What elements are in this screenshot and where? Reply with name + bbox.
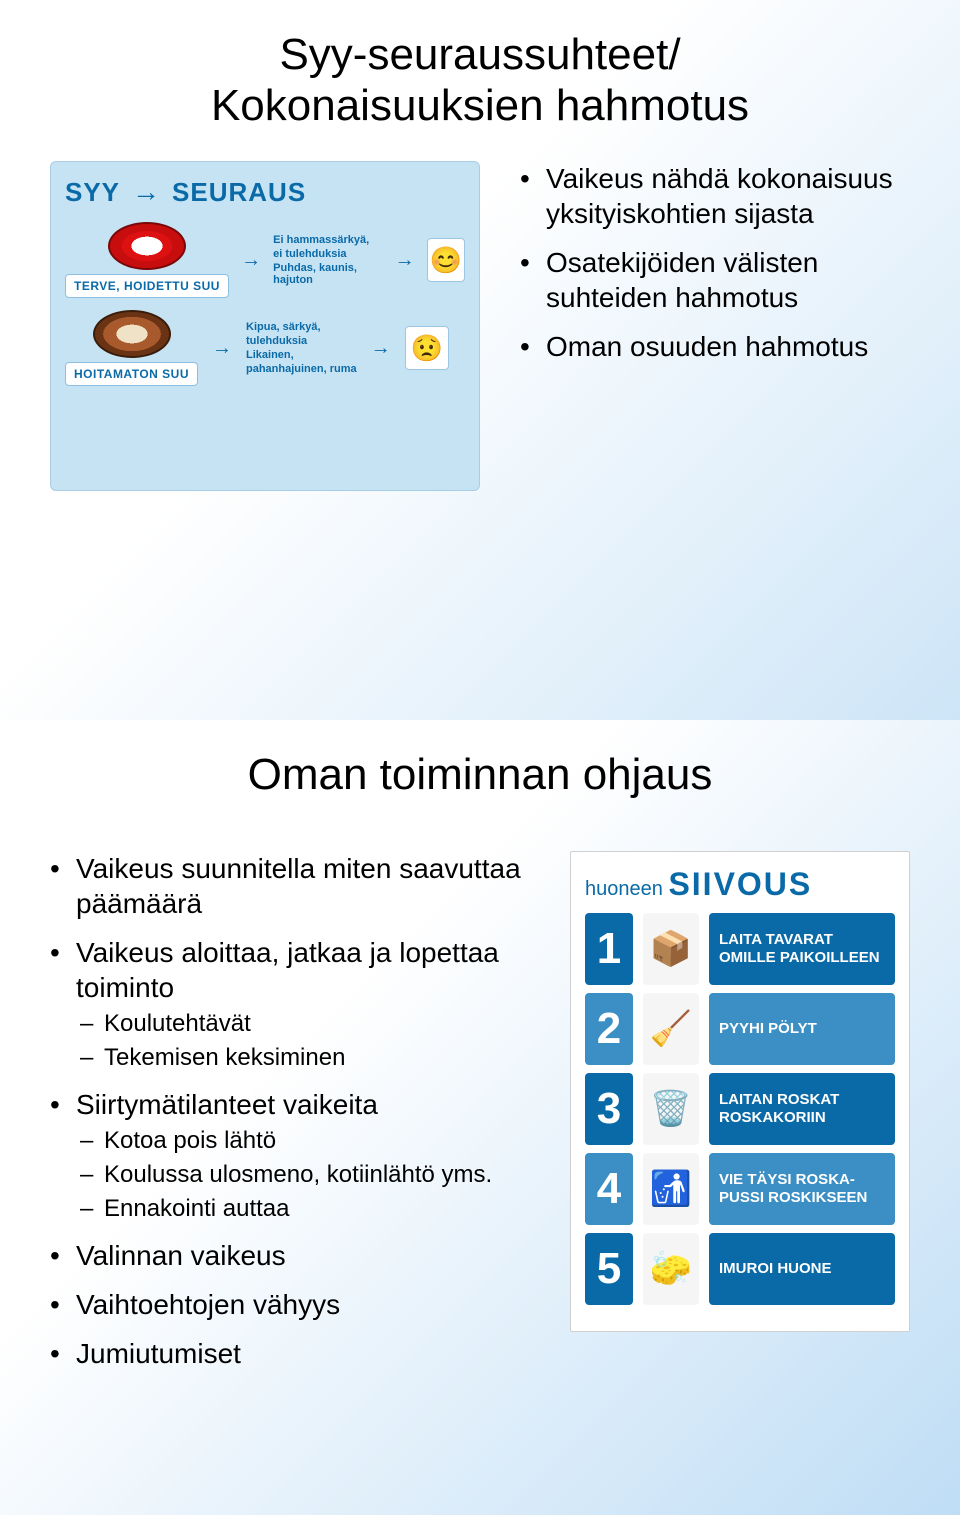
mouth-icon bbox=[108, 222, 186, 270]
diagram-captions: Kipua, särkyä,tulehduksiaLikainen,pahanh… bbox=[246, 321, 357, 375]
bullet-item: Vaikeus nähdä kokonaisuus yksityiskohtie… bbox=[520, 161, 910, 231]
arrow-right-icon: → bbox=[132, 176, 160, 208]
sub-bullet-item: Koulussa ulosmeno, kotiinlähtö yms. bbox=[76, 1160, 530, 1190]
step-pictogram-icon: 🚮 bbox=[643, 1153, 699, 1225]
siivous-title: huoneen SIIVOUS bbox=[585, 866, 895, 903]
sub-bullet-item: Kotoa pois lähtö bbox=[76, 1126, 530, 1156]
link-arrow-icon: → bbox=[367, 337, 395, 360]
title-line1: Syy-seuraussuhteet/ bbox=[279, 30, 680, 79]
sub-bullet-item: Tekemisen keksiminen bbox=[76, 1043, 530, 1073]
link-arrow-icon: → bbox=[393, 249, 417, 272]
slide1-title: Syy-seuraussuhteet/ Kokonaisuuksien hahm… bbox=[50, 30, 910, 131]
bullet-item: Siirtymätilanteet vaikeitaKotoa pois läh… bbox=[50, 1087, 530, 1224]
link-arrow-icon: → bbox=[208, 337, 236, 360]
bullet-item: Vaikeus aloittaa, jatkaa ja lopettaa toi… bbox=[50, 935, 530, 1073]
step-label: PYYHI PÖLYT bbox=[709, 993, 895, 1065]
step-pictogram-icon: 🧽 bbox=[643, 1233, 699, 1305]
slide-1: Syy-seuraussuhteet/ Kokonaisuuksien hahm… bbox=[0, 0, 960, 720]
slide2-bullets: Vaikeus suunnitella miten saavuttaa pääm… bbox=[50, 851, 530, 1385]
mouth-tag: HOITAMATON SUU bbox=[65, 362, 198, 386]
step-pictogram-icon: 🧹 bbox=[643, 993, 699, 1065]
diagram-captions: Ei hammassärkyä,ei tulehduksiaPuhdas, ka… bbox=[273, 234, 382, 286]
syy-seuraus-diagram: SYY → SEURAUS TERVE, HOIDETTU SUU → Ei ham… bbox=[50, 161, 480, 491]
sub-bullet-item: Koulutehtävät bbox=[76, 1009, 530, 1039]
slide1-row: SYY → SEURAUS TERVE, HOIDETTU SUU → Ei ham… bbox=[50, 161, 910, 491]
step-number: 1 bbox=[585, 913, 633, 985]
siivous-infographic: huoneen SIIVOUS 1📦LAITA TAVARAT OMILLE P… bbox=[570, 851, 910, 1332]
step-label: LAITAN ROSKAT ROSKAKORIIN bbox=[709, 1073, 895, 1145]
step-number: 3 bbox=[585, 1073, 633, 1145]
bullet-item: Vaihtoehtojen vähyys bbox=[50, 1287, 530, 1322]
bullet-item: Vaikeus suunnitella miten saavuttaa pääm… bbox=[50, 851, 530, 921]
step-number: 5 bbox=[585, 1233, 633, 1305]
diagram-header: SYY → SEURAUS bbox=[65, 176, 465, 208]
face-icon: 😟 bbox=[405, 326, 449, 370]
step-label: VIE TÄYSI ROSKA-PUSSI ROSKIKSEEN bbox=[709, 1153, 895, 1225]
bullet-item: Osatekijöiden välisten suhteiden hahmotu… bbox=[520, 245, 910, 315]
slide1-bullets: Vaikeus nähdä kokonaisuus yksityiskohtie… bbox=[520, 161, 910, 378]
slide-2: Oman toiminnan ohjaus Vaikeus suunnitell… bbox=[0, 720, 960, 1515]
siivous-step: 2🧹PYYHI PÖLYT bbox=[585, 993, 895, 1065]
slide2-row: Vaikeus suunnitella miten saavuttaa pääm… bbox=[50, 851, 910, 1385]
title-line2: Kokonaisuuksien hahmotus bbox=[211, 81, 749, 130]
step-number: 2 bbox=[585, 993, 633, 1065]
step-pictogram-icon: 📦 bbox=[643, 913, 699, 985]
bullet-item: Oman osuuden hahmotus bbox=[520, 329, 910, 364]
step-pictogram-icon: 🗑️ bbox=[643, 1073, 699, 1145]
diagram-row: HOITAMATON SUU → Kipua, särkyä,tulehduksia… bbox=[65, 310, 465, 386]
siivous-step: 3🗑️LAITAN ROSKAT ROSKAKORIIN bbox=[585, 1073, 895, 1145]
bullet-item: Valinnan vaikeus bbox=[50, 1238, 530, 1273]
siivous-step: 1📦LAITA TAVARAT OMILLE PAIKOILLEEN bbox=[585, 913, 895, 985]
sub-bullet-item: Ennakointi auttaa bbox=[76, 1194, 530, 1224]
diag-seuraus: SEURAUS bbox=[172, 177, 306, 208]
siivous-step: 5🧽IMUROI HUONE bbox=[585, 1233, 895, 1305]
mouth-tag: TERVE, HOIDETTU SUU bbox=[65, 274, 229, 298]
diagram-row: TERVE, HOIDETTU SUU → Ei hammassärkyä,ei t… bbox=[65, 222, 465, 298]
link-arrow-icon: → bbox=[239, 249, 263, 272]
step-number: 4 bbox=[585, 1153, 633, 1225]
siivous-title-big: SIIVOUS bbox=[668, 866, 812, 902]
siivous-step: 4🚮VIE TÄYSI ROSKA-PUSSI ROSKIKSEEN bbox=[585, 1153, 895, 1225]
slide2-title: Oman toiminnan ohjaus bbox=[50, 750, 910, 801]
step-label: IMUROI HUONE bbox=[709, 1233, 895, 1305]
step-label: LAITA TAVARAT OMILLE PAIKOILLEEN bbox=[709, 913, 895, 985]
face-icon: 😊 bbox=[427, 238, 465, 282]
bullet-item: Jumiutumiset bbox=[50, 1336, 530, 1371]
diag-syy: SYY bbox=[65, 177, 120, 208]
siivous-title-small: huoneen bbox=[585, 878, 663, 900]
mouth-icon bbox=[93, 310, 171, 358]
